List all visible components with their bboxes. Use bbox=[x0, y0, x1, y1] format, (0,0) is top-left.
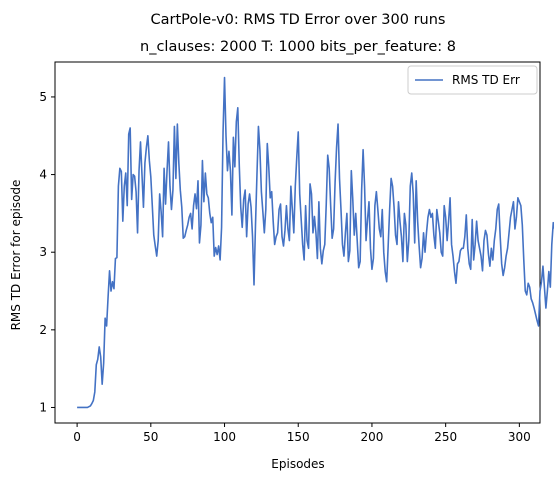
legend-label: RMS TD Err bbox=[452, 73, 520, 87]
y-tick-label: 3 bbox=[39, 245, 47, 259]
x-axis-label: Episodes bbox=[271, 457, 324, 471]
legend: RMS TD Err bbox=[407, 65, 538, 95]
plot-area: 0 50 100 150 200 250 300 1 2 3 4 5 bbox=[39, 61, 554, 444]
y-tick-label: 2 bbox=[39, 323, 47, 337]
legend-box bbox=[407, 65, 538, 95]
chart-subtitle: n_clauses: 2000 T: 1000 bits_per_feature… bbox=[140, 39, 456, 55]
plot-frame bbox=[54, 61, 541, 424]
y-axis-label: RMS TD Error for episode bbox=[9, 180, 23, 331]
x-tick-label: 300 bbox=[508, 430, 531, 444]
y-tick-label: 5 bbox=[39, 90, 47, 104]
x-tick-label: 250 bbox=[434, 430, 457, 444]
x-tick-label: 150 bbox=[287, 430, 310, 444]
y-axis: 1 2 3 4 5 bbox=[39, 90, 55, 414]
x-axis: 0 50 100 150 200 250 300 bbox=[73, 423, 531, 444]
y-tick-label: 4 bbox=[39, 168, 47, 182]
x-tick-label: 0 bbox=[73, 430, 81, 444]
y-tick-label: 1 bbox=[39, 400, 47, 414]
x-tick-label: 100 bbox=[213, 430, 236, 444]
chart-title: CartPole-v0: RMS TD Error over 300 runs bbox=[151, 12, 446, 28]
series-line-rms-td-err bbox=[77, 76, 554, 409]
x-tick-label: 50 bbox=[143, 430, 158, 444]
x-tick-label: 200 bbox=[360, 430, 383, 444]
